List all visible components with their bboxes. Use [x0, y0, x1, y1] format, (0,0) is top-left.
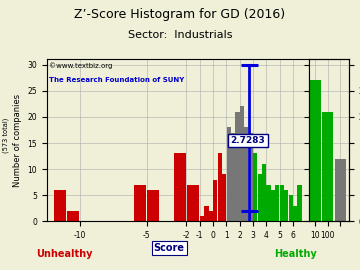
Bar [174, 153, 186, 221]
Bar [222, 174, 226, 221]
Text: (573 total): (573 total) [2, 117, 9, 153]
Bar [249, 133, 253, 221]
Bar [134, 185, 146, 221]
Bar [275, 185, 279, 221]
Y-axis label: Number of companies: Number of companies [13, 94, 22, 187]
Bar [257, 174, 262, 221]
Bar [67, 211, 80, 221]
Bar [209, 211, 213, 221]
Bar [231, 133, 235, 221]
Bar [323, 112, 333, 221]
Bar [297, 185, 302, 221]
Bar [147, 190, 159, 221]
Bar [213, 180, 217, 221]
Bar [240, 106, 244, 221]
Bar [54, 190, 66, 221]
Text: Healthy: Healthy [274, 249, 316, 259]
Text: ©www.textbiz.org: ©www.textbiz.org [49, 63, 113, 69]
Text: Unhealthy: Unhealthy [37, 249, 93, 259]
Text: The Research Foundation of SUNY: The Research Foundation of SUNY [49, 77, 185, 83]
Bar [271, 190, 275, 221]
Text: Z’-Score Histogram for GD (2016): Z’-Score Histogram for GD (2016) [75, 8, 285, 21]
Bar [266, 185, 271, 221]
Bar [310, 80, 320, 221]
Bar [217, 153, 222, 221]
Bar [235, 112, 239, 221]
Bar [200, 216, 204, 221]
Bar [244, 127, 248, 221]
Bar [187, 185, 199, 221]
Bar [284, 190, 288, 221]
Bar [335, 159, 346, 221]
Text: Sector:  Industrials: Sector: Industrials [128, 30, 232, 40]
Bar [293, 206, 297, 221]
Text: Score: Score [154, 243, 185, 253]
Bar [288, 195, 293, 221]
Bar [262, 164, 266, 221]
Bar [226, 127, 231, 221]
Bar [204, 206, 208, 221]
Bar [253, 153, 257, 221]
Bar [280, 185, 284, 221]
Text: 2.7283: 2.7283 [231, 136, 265, 145]
